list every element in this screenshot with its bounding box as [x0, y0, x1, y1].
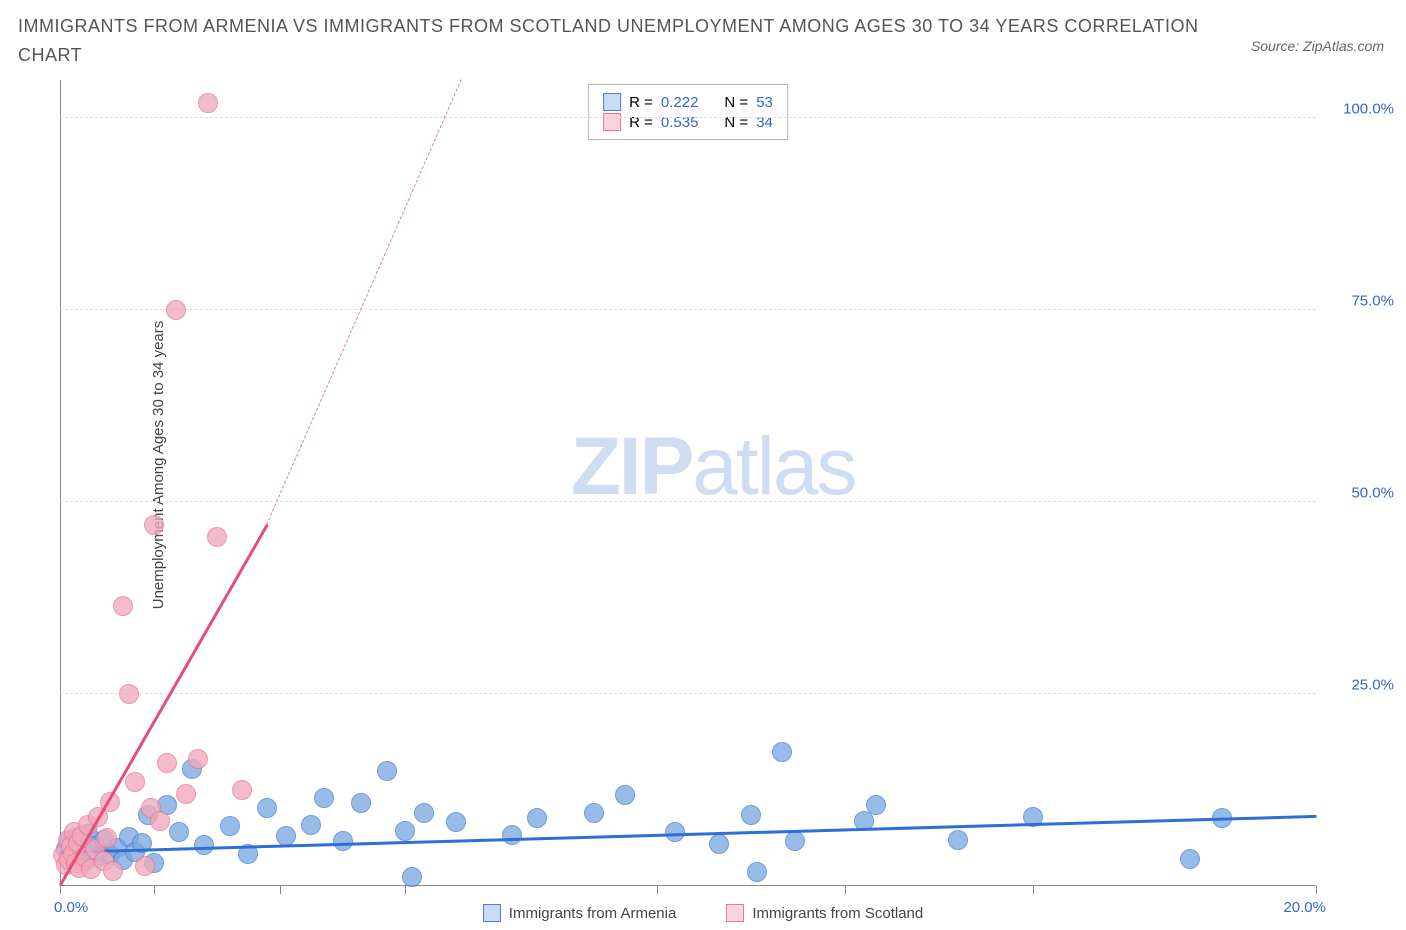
scatter-point	[948, 830, 968, 850]
scatter-point	[194, 835, 214, 855]
scatter-point	[709, 834, 729, 854]
gridline	[60, 501, 1316, 502]
scatter-point	[232, 780, 252, 800]
scatter-point	[785, 831, 805, 851]
y-axis-line	[60, 80, 61, 886]
stat-n-label: N =	[724, 94, 748, 111]
scatter-point	[502, 825, 522, 845]
scatter-point	[377, 761, 397, 781]
legend-item: Immigrants from Armenia	[483, 904, 677, 922]
legend-item: Immigrants from Scotland	[726, 904, 923, 922]
scatter-point	[772, 742, 792, 762]
scatter-point	[446, 812, 466, 832]
legend-label: Immigrants from Scotland	[752, 905, 923, 922]
scatter-point	[176, 784, 196, 804]
legend-swatch	[603, 93, 621, 111]
stat-r-value: 0.222	[661, 94, 699, 111]
scatter-point	[144, 515, 164, 535]
y-axis-tick-label: 75.0%	[1351, 293, 1394, 310]
stats-box: R = 0.222 N = 53 R = 0.535 N = 34	[588, 84, 788, 140]
legend-swatch	[483, 904, 501, 922]
y-axis-tick-label: 25.0%	[1351, 677, 1394, 694]
scatter-point	[747, 862, 767, 882]
scatter-point	[166, 300, 186, 320]
gridline	[60, 309, 1316, 310]
scatter-point	[866, 795, 886, 815]
x-axis-tick	[280, 886, 281, 894]
x-axis-tick	[1316, 886, 1317, 894]
scatter-point	[188, 749, 208, 769]
scatter-point	[1180, 849, 1200, 869]
scatter-point	[395, 821, 415, 841]
stat-n-value: 34	[756, 114, 773, 131]
scatter-point	[741, 805, 761, 825]
scatter-point	[103, 861, 123, 881]
scatter-point	[276, 826, 296, 846]
legend-swatch	[726, 904, 744, 922]
scatter-point	[314, 788, 334, 808]
x-axis-line	[60, 885, 1316, 886]
source-attribution: Source: ZipAtlas.com	[1251, 38, 1384, 54]
scatter-point	[207, 527, 227, 547]
scatter-point	[615, 785, 635, 805]
scatter-point	[301, 815, 321, 835]
trend-line	[60, 814, 1316, 853]
x-axis-tick	[845, 886, 846, 894]
scatter-point	[402, 867, 422, 887]
stat-r-label: R =	[629, 114, 653, 131]
gridline	[60, 117, 1316, 118]
stats-row: R = 0.535 N = 34	[603, 113, 773, 131]
scatter-point	[220, 816, 240, 836]
scatter-point	[135, 856, 155, 876]
scatter-point	[157, 753, 177, 773]
scatter-point	[150, 811, 170, 831]
scatter-point	[351, 793, 371, 813]
x-axis-tick	[657, 886, 658, 894]
legend-swatch	[603, 113, 621, 131]
trend-line-dashed	[266, 80, 462, 526]
y-axis-tick-label: 100.0%	[1343, 101, 1394, 118]
scatter-point	[119, 684, 139, 704]
stat-r-label: R =	[629, 94, 653, 111]
scatter-point	[125, 772, 145, 792]
scatter-point	[584, 803, 604, 823]
stat-n-label: N =	[724, 114, 748, 131]
scatter-point	[169, 822, 189, 842]
scatter-point	[198, 93, 218, 113]
chart-plot-area: ZIPatlas R =0.222N =53R =0.535N =34 25.0…	[60, 80, 1316, 886]
x-axis-tick	[154, 886, 155, 894]
x-axis-tick	[405, 886, 406, 894]
scatter-point	[414, 803, 434, 823]
scatter-point	[113, 596, 133, 616]
gridline	[60, 693, 1316, 694]
chart-title: IMMIGRANTS FROM ARMENIA VS IMMIGRANTS FR…	[18, 12, 1246, 70]
watermark: ZIPatlas	[571, 420, 856, 514]
stat-n-value: 53	[756, 94, 773, 111]
x-axis-tick	[1033, 886, 1034, 894]
scatter-point	[257, 798, 277, 818]
y-axis-tick-label: 50.0%	[1351, 485, 1394, 502]
legend: Immigrants from Armenia Immigrants from S…	[0, 904, 1406, 922]
stats-row: R = 0.222 N = 53	[603, 93, 773, 111]
scatter-point	[97, 828, 117, 848]
scatter-point	[333, 831, 353, 851]
scatter-point	[527, 808, 547, 828]
legend-label: Immigrants from Armenia	[509, 905, 677, 922]
stat-r-value: 0.535	[661, 114, 699, 131]
x-axis-tick	[60, 886, 61, 894]
